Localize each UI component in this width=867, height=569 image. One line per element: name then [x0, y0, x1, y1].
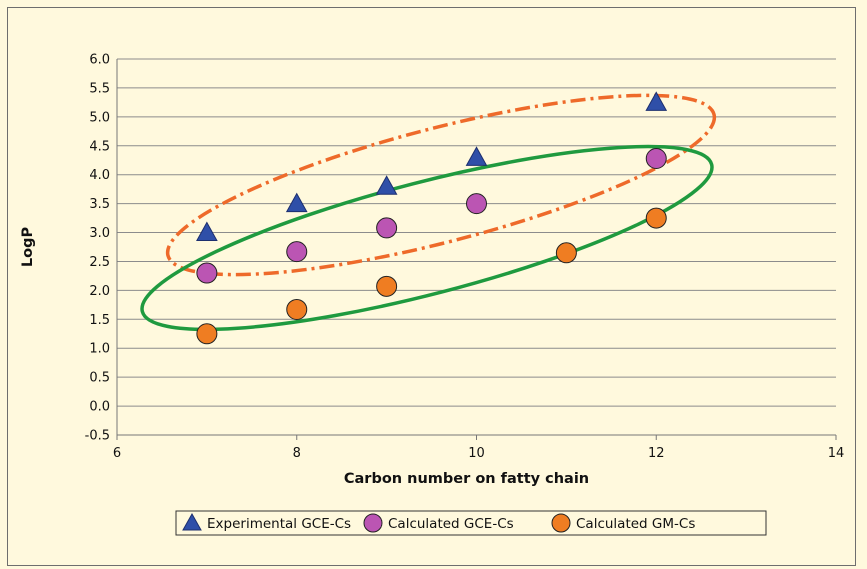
triangle-marker — [465, 146, 488, 166]
y-tick-label: 1.5 — [89, 313, 110, 328]
x-tick-label: 6 — [113, 446, 121, 461]
chart-frame: -0.5 0.0 0.5 1.0 1.5 2.0 2.5 3.0 3.5 4.0 4.5 5.0 5.5… — [7, 7, 856, 566]
x-tick-label: 10 — [468, 446, 485, 461]
axes — [116, 59, 837, 440]
y-tick-label: -0.5 — [85, 429, 110, 444]
circle-marker — [376, 275, 398, 297]
legend: Experimental GCE-Cs Calculated GCE-Cs Calc… — [175, 510, 767, 536]
circle-marker — [286, 241, 308, 263]
triangle-marker — [645, 91, 668, 111]
legend-circle-icon — [551, 513, 571, 533]
x-tick-label: 12 — [648, 446, 665, 461]
legend-label: Experimental GCE-Cs — [207, 516, 351, 532]
y-tick-label: 6.0 — [89, 53, 110, 68]
data-marks — [196, 91, 668, 345]
y-tick-label: 0.5 — [89, 371, 110, 386]
circle-marker — [196, 262, 218, 284]
x-tick-label: 8 — [293, 446, 301, 461]
legend-circle-icon — [363, 513, 383, 533]
y-tick-label: 2.0 — [89, 284, 110, 299]
circle-marker — [645, 207, 667, 229]
y-tick-label: 3.0 — [89, 226, 110, 241]
circle-marker — [196, 323, 218, 345]
y-axis-label: LogP — [20, 227, 36, 268]
triangle-marker — [285, 192, 308, 213]
y-tick-label: 4.5 — [89, 139, 110, 154]
circle-marker — [645, 147, 667, 169]
circle-marker — [466, 193, 487, 215]
annotation-ellipses — [140, 93, 717, 332]
y-tick-label: 2.5 — [89, 255, 110, 270]
scatter-chart: -0.5 0.0 0.5 1.0 1.5 2.0 2.5 3.0 3.5 4.0 4.5 5.0 5.5… — [20, 53, 844, 536]
circle-marker — [376, 217, 398, 239]
triangle-marker — [375, 175, 398, 195]
x-tick-labels: 6 8 10 12 14 — [113, 446, 844, 461]
legend-label: Calculated GCE-Cs — [388, 516, 514, 532]
y-tick-label: 5.0 — [89, 110, 110, 125]
circle-marker — [555, 242, 577, 264]
y-tick-label: 3.5 — [89, 197, 110, 212]
dash-dot-ellipse — [165, 93, 717, 277]
legend-triangle-icon — [182, 512, 202, 531]
y-tick-label: 1.0 — [89, 342, 110, 357]
y-tick-label: 4.0 — [89, 168, 110, 183]
x-axis-label: Carbon number on fatty chain — [344, 471, 589, 487]
legend-box — [175, 510, 767, 536]
y-tick-labels: -0.5 0.0 0.5 1.0 1.5 2.0 2.5 3.0 3.5 4.0 4.5 5.0 5.5… — [85, 53, 110, 444]
legend-label: Calculated GM-Cs — [576, 516, 695, 532]
triangle-marker — [196, 221, 218, 242]
y-tick-label: 0.0 — [89, 400, 110, 415]
gridlines — [117, 58, 836, 436]
x-tick-label: 14 — [828, 446, 845, 461]
circle-marker — [286, 298, 308, 320]
solid-ellipse — [140, 144, 714, 332]
y-tick-label: 5.5 — [89, 81, 110, 96]
